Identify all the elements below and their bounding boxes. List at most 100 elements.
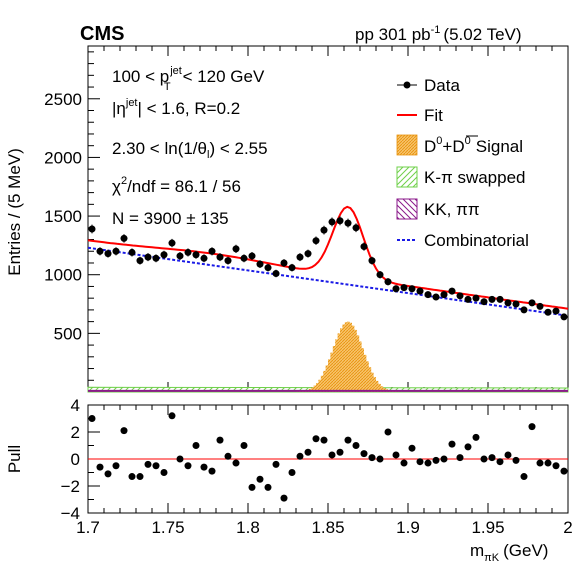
data-point	[176, 252, 184, 260]
pull-axes: 4 2 0 −2 −41.7 1.75 1.8 1.85 1.9 1.95 2	[61, 396, 573, 537]
pull-point	[128, 473, 136, 481]
data-point	[120, 234, 128, 242]
pull-point	[136, 473, 144, 481]
pull-point	[168, 412, 176, 420]
pull-point	[144, 460, 152, 468]
data-point	[432, 293, 440, 301]
pull-points	[88, 412, 568, 502]
pull-point	[224, 452, 232, 460]
y-tick-label: 2500	[44, 90, 82, 109]
pull-point	[432, 456, 440, 464]
pull-point	[280, 494, 288, 502]
legend-swapped: K-π swapped	[396, 166, 526, 188]
pull-point	[544, 459, 552, 467]
data-marker-icon	[403, 81, 411, 89]
data-point	[240, 254, 248, 262]
data-point	[376, 271, 384, 279]
pull-point	[408, 444, 416, 452]
data-point	[128, 248, 136, 256]
pull-point	[376, 455, 384, 463]
data-point	[88, 225, 96, 233]
pull-point	[216, 436, 224, 444]
data-point	[248, 252, 256, 260]
pull-point	[320, 436, 328, 444]
legend-kk: KK, ππ	[396, 198, 480, 220]
pull-point	[264, 483, 272, 491]
pull-y-tick-label: −4	[61, 504, 80, 523]
pull-point	[104, 470, 112, 478]
legend-signal: D0+D0 Signal	[396, 134, 523, 156]
y-tick-label: 500	[54, 324, 82, 343]
x-tick-label: 1.85	[311, 518, 344, 537]
pull-point	[272, 460, 280, 468]
svg-text:Data: Data	[424, 76, 460, 95]
pull-point	[472, 433, 480, 441]
data-point	[200, 254, 208, 262]
data-point	[184, 248, 192, 256]
pull-point	[328, 451, 336, 459]
data-point	[344, 219, 352, 227]
legend-data: Data	[397, 76, 460, 95]
pull-point	[112, 462, 120, 470]
pull-point	[368, 454, 376, 462]
pt-range-label: 100 < pjet T< 120 GeV	[112, 65, 265, 93]
fit-components	[87, 205, 569, 393]
pull-point	[424, 459, 432, 467]
eta-range-label: |ηjet| < 1.6, R=0.2	[112, 97, 240, 118]
cms-label: CMS	[80, 23, 124, 45]
data-point	[480, 298, 488, 306]
data-point	[208, 247, 216, 255]
data-point	[448, 287, 456, 295]
x-tick-label: 1.9	[396, 518, 420, 537]
pull-point	[336, 448, 344, 456]
data-point	[456, 292, 464, 300]
data-point	[288, 264, 296, 272]
pull-y-label: Pull	[5, 445, 24, 473]
pull-point	[96, 463, 104, 471]
pull-point	[512, 456, 520, 464]
data-point	[552, 307, 560, 315]
pull-point	[456, 454, 464, 462]
pull-point	[360, 450, 368, 458]
data-point	[392, 285, 400, 293]
data-point	[152, 254, 160, 262]
signal-component	[294, 321, 403, 392]
pull-point	[520, 473, 528, 481]
data-point	[440, 291, 448, 299]
pull-point	[248, 483, 256, 491]
data-point	[528, 299, 536, 307]
data-point	[504, 299, 512, 307]
pull-point	[536, 459, 544, 467]
pull-y-tick-label: 4	[71, 396, 80, 415]
pull-point	[488, 454, 496, 462]
data-point	[224, 257, 232, 265]
data-point	[352, 224, 360, 232]
main-y-axis: 500 1000 1500 2000 2500	[44, 46, 569, 392]
pull-point	[192, 442, 200, 449]
data-point	[544, 308, 552, 316]
pull-point	[400, 459, 408, 467]
data-point	[560, 313, 568, 321]
legend-comb: Combinatorial	[397, 231, 529, 250]
svg-text:Combinatorial: Combinatorial	[424, 231, 529, 250]
data-point	[424, 291, 432, 299]
data-point	[328, 218, 336, 226]
data-point	[256, 260, 264, 268]
data-point	[488, 295, 496, 303]
legend: Data Fit D0+D0 Signal K-π swapped KK, ππ …	[396, 76, 529, 250]
data-point	[232, 245, 240, 253]
x-tick-label: 1.75	[151, 518, 184, 537]
data-point	[96, 247, 104, 255]
fit-curve	[87, 205, 569, 310]
data-point	[168, 239, 176, 247]
data-point	[312, 237, 320, 245]
pull-point	[232, 459, 240, 467]
data-point	[400, 284, 408, 292]
pull-point	[240, 442, 248, 449]
svg-text:K-π swapped: K-π swapped	[424, 168, 526, 187]
y-tick-label: 1500	[44, 207, 82, 226]
y-tick-label: 1000	[44, 266, 82, 285]
pull-point	[504, 451, 512, 459]
pull-point	[88, 415, 96, 422]
data-point	[144, 253, 152, 261]
